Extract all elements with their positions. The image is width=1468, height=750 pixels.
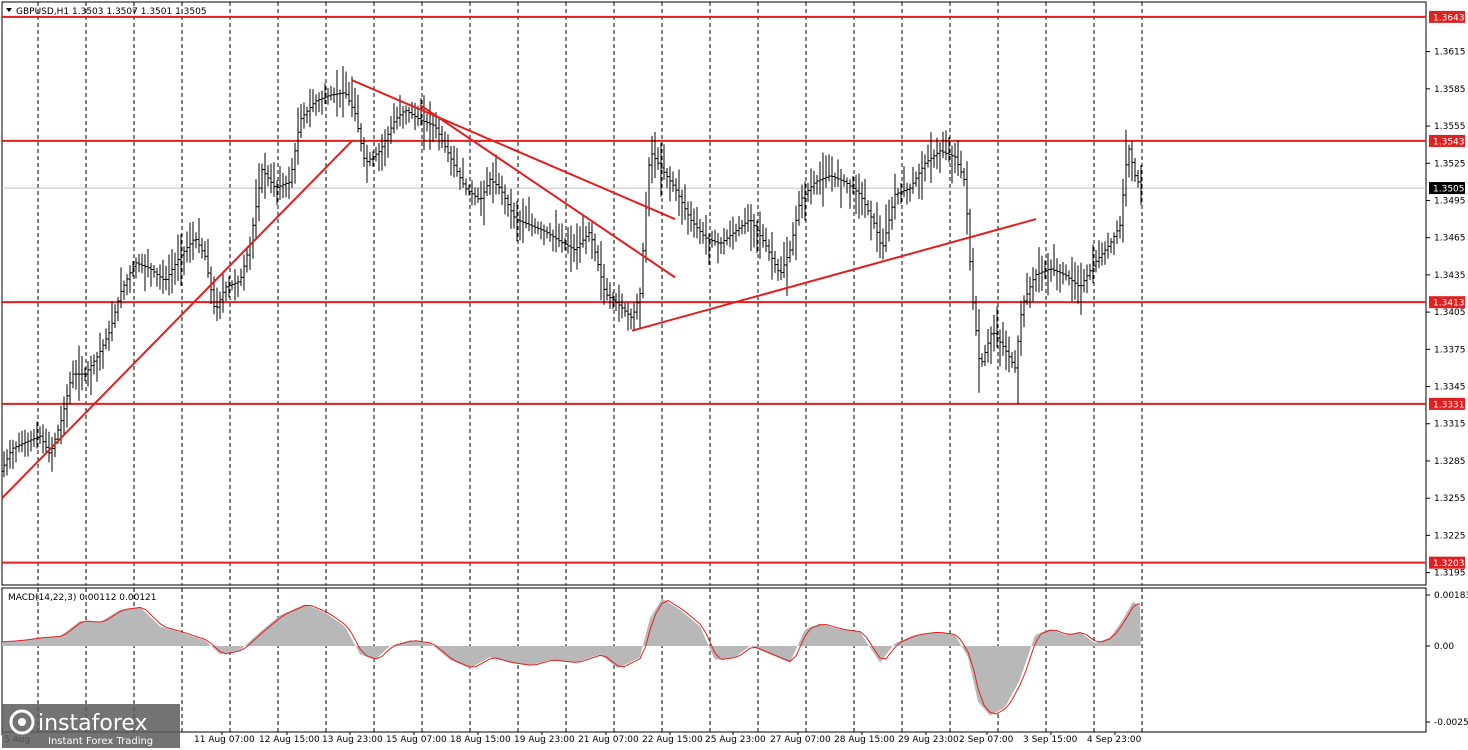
price-tick-label: 1.3615 <box>1434 48 1466 58</box>
price-tick-label: 1.3525 <box>1434 159 1466 169</box>
dropdown-triangle-icon <box>6 8 12 12</box>
symbol-info: GBPUSD,H1 1.3503 1.3507 1.3501 1.3505 <box>16 7 207 17</box>
macd-histogram <box>2 598 1141 716</box>
instaforex-logo-icon <box>9 709 35 735</box>
price-tick-label: 1.3345 <box>1434 383 1466 393</box>
time-tick-label: 18 Aug 15:00 <box>450 735 511 745</box>
level-label: 1.3413 <box>1433 299 1465 309</box>
macd-header: MACD(14,22,3) 0.00112 0.00121 <box>8 593 157 603</box>
level-tag <box>1429 134 1465 147</box>
level-label: 1.3331 <box>1433 400 1465 410</box>
time-tick-label: 21 Aug 07:00 <box>578 735 639 745</box>
price-tick-label: 1.3435 <box>1434 271 1466 281</box>
horizontal-levels <box>2 15 1426 564</box>
macd-tick-label: -0.00259 <box>1434 718 1468 728</box>
time-tick-label: 3 Sep 15:00 <box>1023 735 1078 745</box>
watermark-brand: instaforex <box>38 711 148 736</box>
price-axis: 1.3615 1.3585 1.3555 1.3525 1.3495 1.3465 1.34… <box>1426 48 1466 579</box>
trendline <box>351 79 676 220</box>
price-panel-frame <box>1 1 1427 586</box>
level-label: 1.3643 <box>1433 13 1465 23</box>
price-tick-label: 1.3255 <box>1434 494 1466 504</box>
trendlines <box>1 79 1037 499</box>
watermark-logo: instaforex Instant Forex Trading <box>2 704 180 748</box>
trendline <box>1 140 353 499</box>
price-tick-label: 1.3495 <box>1434 196 1466 206</box>
time-tick-label: 4 Sep 23:00 <box>1087 735 1142 745</box>
symbol-header: GBPUSD,H1 1.3503 1.3507 1.3501 1.3505 <box>6 7 207 17</box>
time-tick-label: 28 Aug 15:00 <box>834 735 895 745</box>
macd-signal-line <box>1 599 1141 715</box>
time-tick-label: 19 Aug 23:00 <box>514 735 575 745</box>
price-tick-label: 1.3375 <box>1434 345 1466 355</box>
level-label: 1.3543 <box>1433 137 1465 147</box>
time-tick-label: 2 Sep 07:00 <box>959 735 1014 745</box>
level-label: 1.3203 <box>1433 559 1465 569</box>
macd-tick-label: 0.00 <box>1434 642 1454 652</box>
time-tick-label: 12 Aug 15:00 <box>259 735 320 745</box>
price-tick-label: 1.3585 <box>1434 85 1466 95</box>
price-tick-label: 1.3225 <box>1434 531 1466 541</box>
price-tick-label: 1.3555 <box>1434 122 1466 132</box>
price-tick-label: 1.3315 <box>1434 420 1466 430</box>
time-tick-label: 11 Aug 07:00 <box>194 735 255 745</box>
level-tag <box>1429 556 1465 569</box>
macd-axis: 0.00183 0.00 -0.00259 <box>1426 591 1468 728</box>
trendline <box>419 104 676 279</box>
time-tick-label: 25 Aug 23:00 <box>705 735 766 745</box>
time-tick-label: 22 Aug 15:00 <box>642 735 703 745</box>
current-price-tag: 1.3505 <box>1429 182 1465 195</box>
price-tick-label: 1.3465 <box>1434 234 1466 244</box>
price-tick-label: 1.3285 <box>1434 457 1466 467</box>
time-tick-label: 27 Aug 07:00 <box>770 735 831 745</box>
ohlc-bars <box>2 66 1143 478</box>
macd-indicator <box>1 598 1141 716</box>
time-tick-label: 13 Aug 23:00 <box>322 735 383 745</box>
level-tag <box>1429 296 1465 309</box>
macd-panel-frame <box>1 587 1427 733</box>
price-tick-label: 1.3405 <box>1434 308 1466 318</box>
svg-text:1.3505: 1.3505 <box>1433 185 1465 195</box>
level-tag <box>1429 397 1465 410</box>
level-labels: 1.3643 1.3543 1.3413 1.3331 1.3203 <box>1429 10 1465 569</box>
time-tick-label: 15 Aug 07:00 <box>386 735 447 745</box>
price-tick-label: 1.3195 <box>1434 569 1466 579</box>
time-tick-label: 29 Aug 23:00 <box>898 735 959 745</box>
macd-tick-label: 0.00183 <box>1434 591 1468 601</box>
watermark-tagline: Instant Forex Trading <box>48 736 153 747</box>
trendline <box>631 218 1037 332</box>
level-tag <box>1429 10 1465 23</box>
